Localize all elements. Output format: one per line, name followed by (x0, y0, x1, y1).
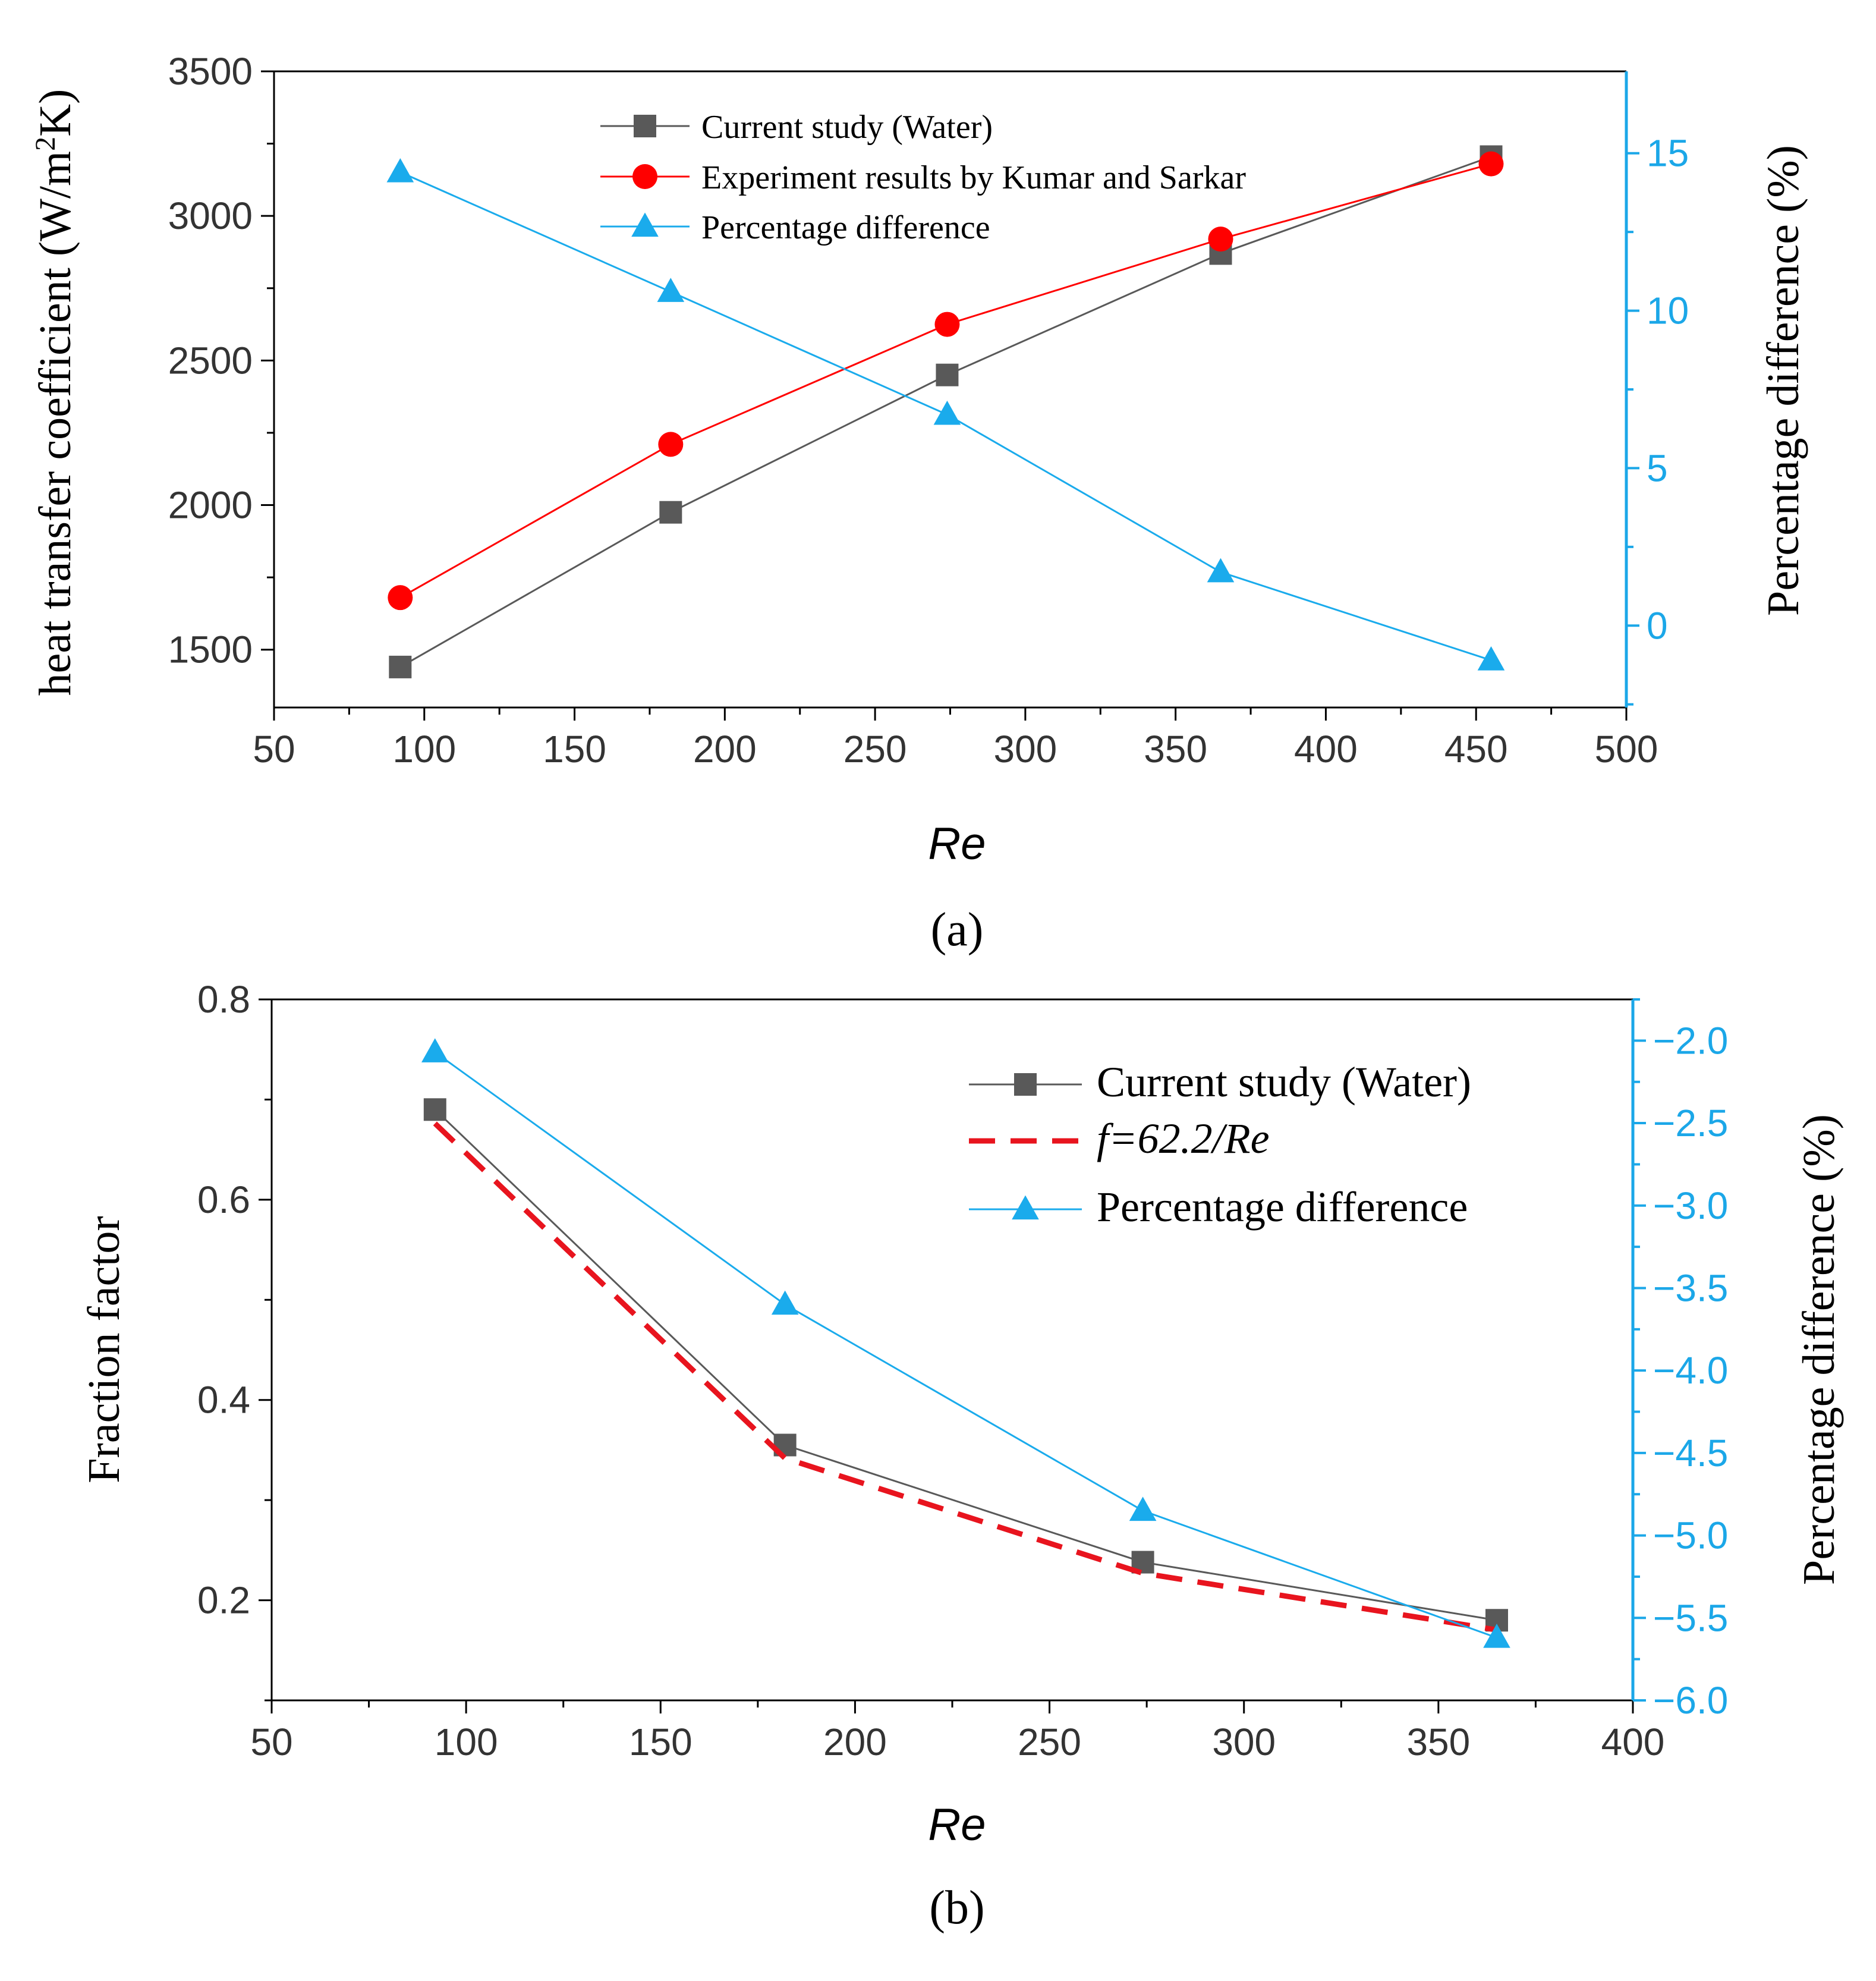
y2-tick-label: −3.0 (1653, 1184, 1728, 1227)
data-point-0 (389, 655, 412, 678)
legend-label-1: Experiment results by Kumar and Sarkar (701, 159, 1246, 196)
data-point-0 (659, 501, 682, 524)
y-tick-label: 0.8 (197, 978, 250, 1021)
data-point-2 (933, 400, 961, 425)
data-point-0 (423, 1098, 446, 1121)
x-tick-label: 300 (1212, 1721, 1276, 1763)
legend-marker-0 (1014, 1073, 1037, 1096)
y2-tick-label: −5.0 (1653, 1514, 1728, 1557)
x-tick-label: 50 (253, 728, 295, 771)
legend-label-0: Current study (Water) (1097, 1058, 1471, 1106)
panel-caption: (b) (929, 1882, 984, 1934)
legend: Current study (Water) f=62.2/Re Percentage… (969, 1058, 1471, 1231)
data-point-2 (657, 278, 685, 302)
data-point-2 (771, 1290, 799, 1315)
x-tick-label: 100 (392, 728, 456, 771)
x-tick-label: 150 (629, 1721, 693, 1763)
y2-tick-label: −6.0 (1653, 1679, 1728, 1722)
y2-axis-title: Percentage difference (%) (1758, 145, 1808, 616)
data-point-1 (1478, 151, 1504, 177)
y2-axis-title: Percentage difference (%) (1794, 1114, 1844, 1585)
data-point-1 (1208, 227, 1233, 252)
x-tick-label: 350 (1406, 1721, 1470, 1763)
data-point-1 (658, 432, 684, 457)
legend-label-0: Current study (Water) (701, 109, 993, 146)
data-point-2 (421, 1038, 449, 1062)
y-tick-label: 3500 (168, 50, 253, 93)
x-tick-label: 50 (250, 1721, 292, 1763)
y2-tick-label: −5.5 (1653, 1596, 1728, 1639)
x-tick-label: 400 (1601, 1721, 1665, 1763)
x-axis-title: Re (928, 1800, 986, 1850)
data-point-2 (1483, 1624, 1510, 1648)
series-line-0 (434, 1109, 1497, 1621)
y2-tick-label: 10 (1647, 290, 1689, 332)
chart-panel-a: 50 100 150 200 250 300 350 400 450 50015002000250… (30, 50, 1809, 956)
x-tick-label: 350 (1144, 728, 1207, 771)
y-axis-title: Fraction factor (79, 1216, 129, 1483)
x-tick-label: 150 (543, 728, 606, 771)
x-tick-label: 450 (1444, 728, 1508, 771)
legend: Current study (Water) Experiment results … (600, 109, 1246, 246)
series-line-1 (433, 1121, 1497, 1633)
x-tick-label: 300 (993, 728, 1057, 771)
x-tick-label: 400 (1294, 728, 1358, 771)
legend-label-2: Percentage difference (1097, 1183, 1468, 1231)
x-tick-label: 250 (843, 728, 907, 771)
x-tick-label: 100 (435, 1721, 498, 1763)
legend-marker-2 (1012, 1195, 1039, 1220)
y2-tick-label: 0 (1647, 604, 1668, 647)
chart-panel-b: 50 100 150 200 250 300 350 400 0.2 0.4 0.6 0.8 −2.0 −… (79, 978, 1844, 1934)
y-tick-label: 3000 (168, 194, 253, 237)
y2-tick-label: 5 (1647, 446, 1668, 489)
data-point-2 (386, 158, 414, 183)
data-point-2 (1477, 646, 1505, 671)
y-tick-label: 0.2 (197, 1579, 250, 1622)
y-tick-label: 2500 (168, 339, 253, 382)
y-tick-label: 0.6 (197, 1178, 250, 1221)
x-tick-label: 250 (1018, 1721, 1081, 1763)
y-axis-title: heat transfer coefficient (W/m2K) (30, 89, 81, 696)
data-point-0 (936, 363, 959, 386)
data-point-2 (1207, 558, 1235, 583)
data-point-2 (1129, 1496, 1157, 1521)
y2-tick-label: 15 (1647, 132, 1689, 175)
x-tick-label: 500 (1595, 728, 1658, 771)
data-point-1 (388, 585, 413, 611)
y2-tick-label: −4.0 (1653, 1349, 1728, 1392)
y2-tick-label: −2.5 (1653, 1102, 1728, 1144)
legend-marker-2 (631, 212, 659, 237)
x-tick-label: 200 (823, 1721, 887, 1763)
series-line-2 (434, 1051, 1497, 1639)
legend-marker-1 (632, 164, 657, 189)
data-point-1 (934, 312, 960, 337)
y2-tick-label: −2.0 (1653, 1019, 1728, 1062)
y-tick-label: 1500 (168, 628, 253, 671)
legend-label-1: f=62.2/Re (1097, 1115, 1270, 1162)
y2-tick-label: −3.5 (1653, 1266, 1728, 1309)
legend-marker-0 (634, 115, 656, 137)
y-tick-label: 2000 (168, 484, 253, 527)
x-axis-title: Re (928, 819, 986, 869)
x-tick-label: 200 (693, 728, 757, 771)
y2-tick-label: −4.5 (1653, 1432, 1728, 1474)
legend-label-2: Percentage difference (701, 209, 990, 246)
y-tick-label: 0.4 (197, 1379, 250, 1422)
panel-caption: (a) (931, 904, 984, 956)
